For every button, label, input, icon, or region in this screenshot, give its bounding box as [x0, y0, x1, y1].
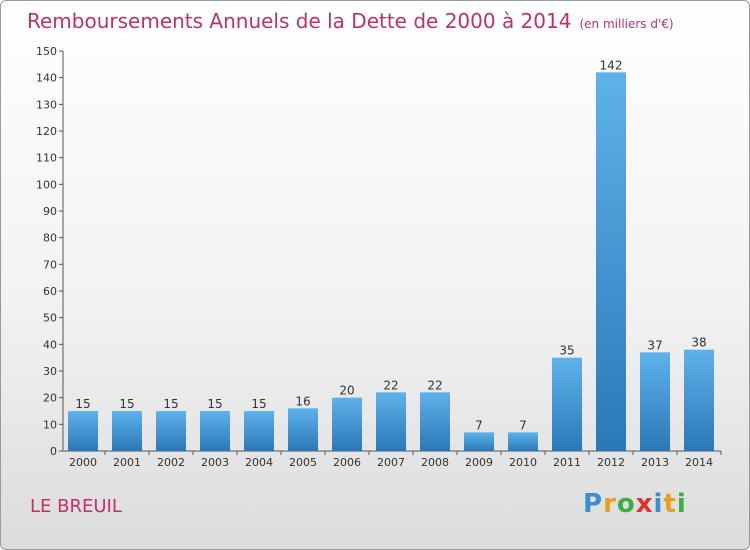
y-tick-label: 0 [50, 445, 57, 458]
x-tick-label-2000: 2000 [69, 456, 97, 469]
bar-2000 [68, 411, 98, 451]
y-tick-label: 110 [36, 152, 57, 165]
x-tick-label-2009: 2009 [465, 456, 493, 469]
bar-2010 [508, 432, 538, 451]
value-label-2002: 15 [163, 397, 178, 411]
logo-letter: o [616, 489, 636, 519]
value-label-2006: 20 [339, 384, 354, 398]
y-tick-label: 130 [36, 98, 57, 111]
y-tick-label: 80 [43, 232, 57, 245]
x-tick-label-2010: 2010 [509, 456, 537, 469]
chart-unit-label: (en milliers d'€) [579, 17, 674, 31]
x-tick-label-2005: 2005 [289, 456, 317, 469]
chart-title-text: Remboursements Annuels de la Dette de 20… [27, 9, 572, 33]
value-label-2004: 15 [251, 397, 266, 411]
x-tick-label-2002: 2002 [157, 456, 185, 469]
y-tick-label: 10 [43, 418, 57, 431]
value-label-2010: 7 [519, 418, 527, 432]
x-axis: 2000 2001 2002 2003 2004 2005 2006 2007 2008 2009… [63, 450, 722, 469]
value-label-2005: 16 [295, 394, 310, 408]
value-label-2014: 38 [691, 336, 706, 350]
y-tick-label: 140 [36, 72, 57, 85]
bar-2004 [244, 411, 274, 451]
bar-2006 [332, 397, 362, 451]
bar-2009 [464, 432, 494, 451]
logo-letter: i [653, 489, 664, 519]
bar-2005 [288, 408, 318, 451]
y-axis: 0 10 20 30 40 50 60 70 80 90 100 110 120 130 140 150 [36, 45, 64, 458]
bar-2002 [156, 411, 186, 451]
x-tick-label-2013: 2013 [641, 456, 669, 469]
y-tick-label: 60 [43, 285, 57, 298]
x-tick-label-2007: 2007 [377, 456, 405, 469]
logo-letter: x [635, 489, 654, 519]
y-tick-label: 90 [43, 205, 57, 218]
y-tick-label: 150 [36, 45, 57, 58]
bar-2011 [552, 357, 582, 451]
x-tick-label-2011: 2011 [553, 456, 581, 469]
x-tick-label-2001: 2001 [113, 456, 141, 469]
y-tick-label: 70 [43, 258, 57, 271]
bar-2014 [684, 349, 714, 451]
y-tick-label: 20 [43, 392, 57, 405]
logo-letter: i [676, 489, 687, 519]
value-label-2003: 15 [207, 397, 222, 411]
bar-2007 [376, 392, 406, 451]
logo-letter: r [603, 489, 617, 519]
bars: 15 15 15 15 15 16 20 22 22 7 7 35 142 37 38 [68, 58, 714, 451]
x-tick-label-2003: 2003 [201, 456, 229, 469]
y-tick-label: 30 [43, 365, 57, 378]
logo-letter: t [663, 489, 677, 519]
x-tick-label-2014: 2014 [685, 456, 713, 469]
y-tick-label: 100 [36, 178, 57, 191]
commune-name: LE BREUIL [30, 496, 122, 517]
y-tick-label: 50 [43, 312, 57, 325]
value-label-2001: 15 [119, 397, 134, 411]
chart-title: Remboursements Annuels de la Dette de 20… [27, 9, 674, 33]
value-label-2009: 7 [475, 418, 483, 432]
bar-chart: 0 10 20 30 40 50 60 70 80 90 100 110 120 130 140 150 20… [36, 45, 722, 469]
value-label-2013: 37 [647, 338, 662, 352]
value-label-2011: 35 [559, 344, 574, 358]
x-tick-label-2004: 2004 [245, 456, 273, 469]
bar-2003 [200, 411, 230, 451]
y-tick-label: 40 [43, 338, 57, 351]
logo-letter: P [583, 489, 604, 519]
bar-2012 [596, 72, 626, 451]
proxiti-logo: Proxiti [583, 489, 687, 519]
x-tick-label-2012: 2012 [597, 456, 625, 469]
bar-2001 [112, 411, 142, 451]
bar-2008 [420, 392, 450, 451]
value-label-2008: 22 [427, 378, 442, 392]
value-label-2012: 142 [600, 58, 623, 72]
y-tick-label: 120 [36, 125, 57, 138]
x-tick-label-2008: 2008 [421, 456, 449, 469]
value-label-2000: 15 [75, 397, 90, 411]
x-tick-label-2006: 2006 [333, 456, 361, 469]
bar-2013 [640, 352, 670, 451]
value-label-2007: 22 [383, 378, 398, 392]
